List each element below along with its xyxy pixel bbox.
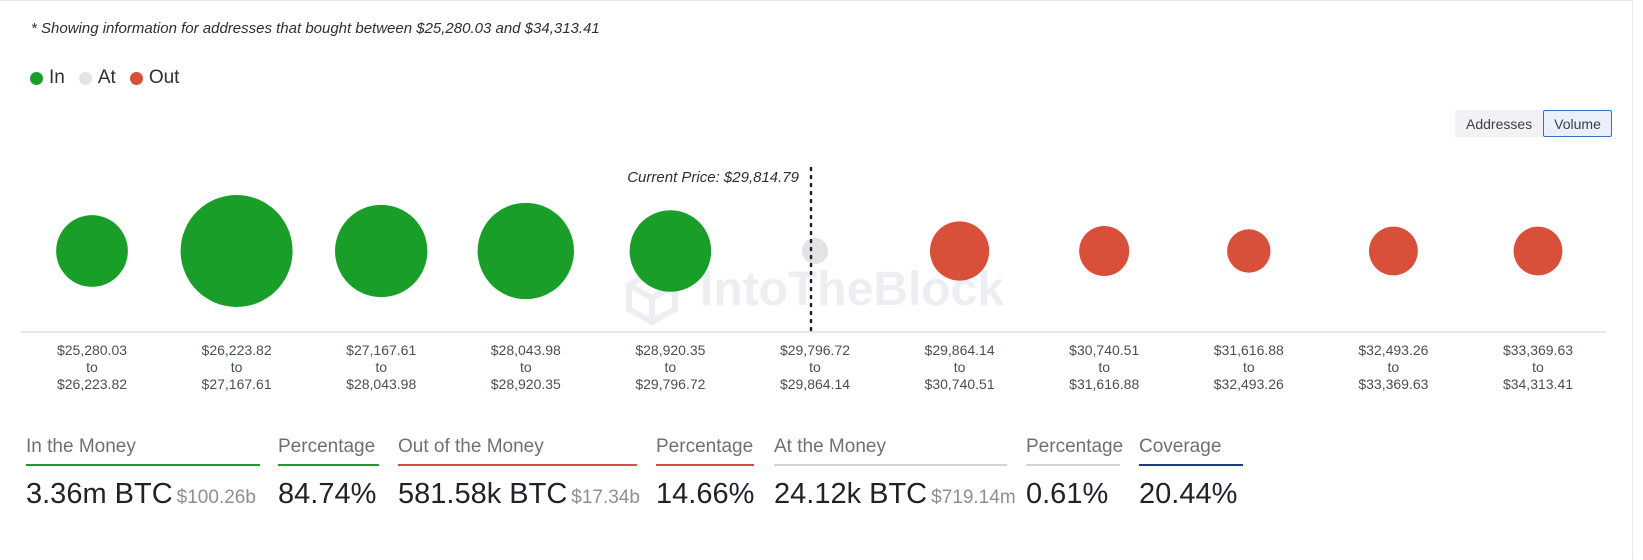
- stat-label: In the Money: [26, 436, 260, 466]
- tick-label-to: to: [1388, 359, 1400, 375]
- tick-label-to: to: [954, 359, 966, 375]
- tick-label: $32,493.26: [1214, 376, 1284, 392]
- tick-label: $31,616.88: [1214, 342, 1284, 358]
- stat-label: At the Money: [774, 436, 1007, 466]
- stat-sub-value: $719.14m: [931, 487, 1016, 508]
- tick-label: $29,864.14: [925, 342, 995, 358]
- legend-dot-in: [30, 71, 43, 85]
- tick-label-to: to: [375, 359, 387, 375]
- bubble-in[interactable]: [477, 202, 574, 300]
- tick-label: $29,796.72: [635, 376, 705, 392]
- legend-label-at: At: [97, 67, 116, 88]
- tick-label: $26,223.82: [202, 342, 272, 358]
- legend-dot-out: [129, 71, 143, 85]
- tick-label: $28,920.35: [635, 342, 705, 358]
- tick-label: $27,167.61: [346, 342, 416, 358]
- tick-label: $29,864.14: [780, 376, 850, 392]
- stat-out-percentage: Percentage 14.66%: [656, 436, 754, 511]
- stat-value: 3.36m BTC $100.26b: [26, 478, 260, 511]
- addresses-button[interactable]: Addresses: [1455, 110, 1544, 137]
- legend-dot-at: [78, 71, 92, 85]
- stat-in-the-money: In the Money 3.36m BTC $100.26b: [26, 436, 260, 511]
- legend-item-at[interactable]: At: [78, 67, 116, 89]
- bubble-out[interactable]: [1227, 229, 1271, 273]
- tick-label: $28,920.35: [491, 376, 561, 392]
- legend: In At Out: [30, 67, 193, 89]
- tick-label: $33,369.63: [1358, 376, 1428, 392]
- stat-value: 14.66%: [656, 478, 754, 511]
- stat-label: Percentage: [278, 436, 379, 466]
- tick-label: $33,369.63: [1503, 342, 1573, 358]
- bubble-in[interactable]: [180, 195, 293, 307]
- legend-item-out[interactable]: Out: [129, 67, 180, 89]
- bubble-out[interactable]: [1368, 226, 1418, 276]
- bubble-in[interactable]: [56, 215, 128, 287]
- tick-label-to: to: [86, 359, 98, 375]
- stat-label: Out of the Money: [398, 436, 637, 466]
- legend-item-in[interactable]: In: [30, 67, 65, 89]
- stat-value: 84.74%: [278, 478, 379, 511]
- tick-label: $31,616.88: [1069, 376, 1139, 392]
- tick-label: $27,167.61: [202, 376, 272, 392]
- tick-label: $29,796.72: [780, 342, 850, 358]
- bubble-out[interactable]: [1079, 225, 1130, 277]
- tick-label: $28,043.98: [491, 342, 561, 358]
- bubble-out[interactable]: [1513, 226, 1563, 276]
- legend-label-out: Out: [148, 67, 180, 88]
- bubble-in[interactable]: [629, 210, 712, 292]
- range-note: * Showing information for addresses that…: [31, 20, 600, 37]
- stat-main-value: 24.12k BTC: [774, 478, 928, 510]
- tick-label-to: to: [809, 359, 821, 375]
- tick-label: $34,313.41: [1503, 376, 1573, 392]
- stat-value: 20.44%: [1139, 478, 1243, 511]
- stat-label: Percentage: [656, 436, 754, 466]
- tick-label: $30,740.51: [1069, 342, 1139, 358]
- bubble-in[interactable]: [335, 204, 428, 298]
- stat-value: 581.58k BTC $17.34b: [398, 478, 640, 511]
- volume-button[interactable]: Volume: [1543, 110, 1612, 137]
- bubble-out[interactable]: [929, 221, 990, 281]
- stat-sub-value: $100.26b: [176, 487, 256, 508]
- tick-label: $30,740.51: [925, 376, 995, 392]
- legend-label-in: In: [49, 67, 65, 88]
- tick-label-to: to: [665, 359, 677, 375]
- stat-in-percentage: Percentage 84.74%: [278, 436, 379, 511]
- stat-coverage: Coverage 20.44%: [1139, 436, 1243, 511]
- stat-main-value: 84.74%: [278, 478, 377, 510]
- stat-main-value: 0.61%: [1026, 478, 1109, 510]
- tick-label: $25,280.03: [57, 342, 127, 358]
- bubble-chart: $25,280.03to$26,223.82$26,223.82to$27,16…: [20, 166, 1606, 392]
- tick-label: $32,493.26: [1358, 342, 1428, 358]
- stat-label: Coverage: [1139, 436, 1243, 466]
- stat-main-value: 3.36m BTC: [26, 478, 173, 510]
- tick-label-to: to: [520, 359, 532, 375]
- tick-label-to: to: [1243, 359, 1255, 375]
- metric-toggle: Addresses Volume: [1455, 110, 1612, 137]
- tick-label-to: to: [231, 359, 243, 375]
- current-price-label: Current Price: $29,814.79: [627, 169, 799, 186]
- stat-at-the-money: At the Money 24.12k BTC $719.14m: [774, 436, 1016, 511]
- tick-label-to: to: [1098, 359, 1110, 375]
- stat-main-value: 14.66%: [656, 478, 755, 510]
- stat-out-of-the-money: Out of the Money 581.58k BTC $17.34b: [398, 436, 640, 511]
- tick-label: $26,223.82: [57, 376, 127, 392]
- stat-label: Percentage: [1026, 436, 1123, 466]
- stat-at-percentage: Percentage 0.61%: [1026, 436, 1123, 511]
- tick-label-to: to: [1532, 359, 1544, 375]
- stat-main-value: 20.44%: [1139, 478, 1238, 510]
- stat-main-value: 581.58k BTC: [398, 478, 568, 510]
- tick-label: $28,043.98: [346, 376, 416, 392]
- stat-value: 0.61%: [1026, 478, 1120, 511]
- bubble-at[interactable]: [802, 238, 828, 264]
- stat-sub-value: $17.34b: [571, 487, 640, 508]
- stat-value: 24.12k BTC $719.14m: [774, 478, 1016, 511]
